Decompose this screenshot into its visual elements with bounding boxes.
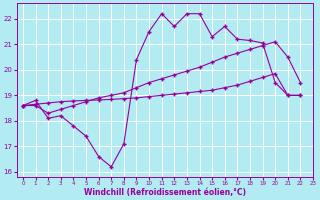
X-axis label: Windchill (Refroidissement éolien,°C): Windchill (Refroidissement éolien,°C) xyxy=(84,188,246,197)
